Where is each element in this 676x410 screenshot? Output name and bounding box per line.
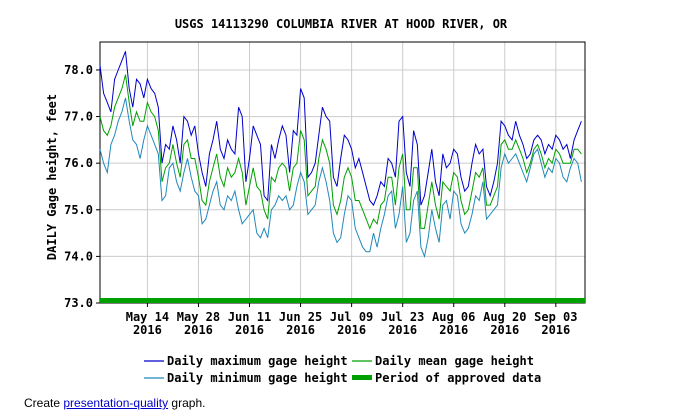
- legend-label: Daily minimum gage height: [167, 371, 348, 385]
- footer: Create presentation-quality graph.: [24, 396, 205, 410]
- x-tick-label: Aug 20: [483, 310, 526, 324]
- y-axis-label: DAILY Gage height, feet: [45, 94, 59, 260]
- daily-mean-gage-height-line: [99, 74, 582, 230]
- legend-label: Period of approved data: [375, 371, 541, 385]
- x-tick-label: May 28: [177, 310, 220, 324]
- x-tick-label: Sep 03: [534, 310, 577, 324]
- legend-swatch-approved: [352, 375, 372, 380]
- x-tick-year-label: 2016: [133, 323, 162, 337]
- x-tick-year-label: 2016: [541, 323, 570, 337]
- approved-data-bar: [100, 298, 585, 303]
- legend: Daily maximum gage height Daily mean gage…: [144, 354, 541, 385]
- daily-maximum-gage-height-line: [99, 51, 582, 207]
- chart-title: USGS 14113290 COLUMBIA RIVER AT HOOD RIV…: [175, 17, 508, 31]
- grid: [100, 42, 585, 304]
- footer-prefix: Create: [24, 396, 64, 410]
- x-tick-year-label: 2016: [286, 323, 315, 337]
- y-axis: 78.0 77.0 76.0 75.0 74.0 73.0: [64, 63, 100, 310]
- y-tick-label: 78.0: [64, 63, 93, 77]
- y-tick-label: 73.0: [64, 296, 93, 310]
- x-tick-label: Jun 11: [228, 310, 271, 324]
- footer-suffix: graph.: [168, 396, 206, 410]
- y-tick-label: 76.0: [64, 156, 93, 170]
- x-tick-label: Aug 06: [432, 310, 475, 324]
- x-tick-year-label: 2016: [388, 323, 417, 337]
- legend-label: Daily maximum gage height: [167, 354, 348, 368]
- x-tick-label: Jun 25: [279, 310, 322, 324]
- x-tick-year-label: 2016: [184, 323, 213, 337]
- x-tick-label: Jul 09: [330, 310, 373, 324]
- y-tick-label: 75.0: [64, 203, 93, 217]
- x-tick-year-label: 2016: [439, 323, 468, 337]
- x-tick-label: May 14: [126, 310, 169, 324]
- y-tick-label: 74.0: [64, 249, 93, 263]
- series: [99, 51, 582, 259]
- x-tick-year-label: 2016: [337, 323, 366, 337]
- x-tick-year-label: 2016: [235, 323, 264, 337]
- legend-label: Daily mean gage height: [375, 354, 534, 368]
- daily-minimum-gage-height-line: [99, 97, 582, 259]
- x-tick-year-label: 2016: [490, 323, 519, 337]
- x-tick-label: Jul 23: [381, 310, 424, 324]
- plot-frame: [99, 41, 586, 304]
- presentation-quality-link[interactable]: presentation-quality: [63, 396, 169, 410]
- y-tick-label: 77.0: [64, 110, 93, 124]
